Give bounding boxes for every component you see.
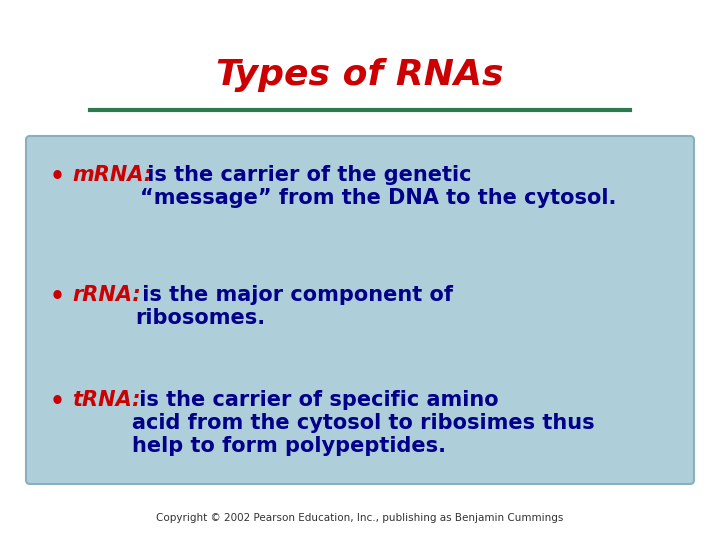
Text: •: • bbox=[50, 285, 65, 309]
Text: Copyright © 2002 Pearson Education, Inc., publishing as Benjamin Cummings: Copyright © 2002 Pearson Education, Inc.… bbox=[156, 513, 564, 523]
Text: tRNA:: tRNA: bbox=[72, 390, 140, 410]
Text: is the major component of
ribosomes.: is the major component of ribosomes. bbox=[135, 285, 453, 328]
Text: is the carrier of the genetic
“message” from the DNA to the cytosol.: is the carrier of the genetic “message” … bbox=[140, 165, 616, 208]
Text: •: • bbox=[50, 390, 65, 414]
Text: is the carrier of specific amino
acid from the cytosol to ribosimes thus
help to: is the carrier of specific amino acid fr… bbox=[132, 390, 595, 456]
Text: rRNA:: rRNA: bbox=[72, 285, 140, 305]
FancyBboxPatch shape bbox=[26, 136, 694, 484]
Text: •: • bbox=[50, 165, 65, 189]
Text: Types of RNAs: Types of RNAs bbox=[216, 58, 504, 92]
Text: mRNA:: mRNA: bbox=[72, 165, 152, 185]
